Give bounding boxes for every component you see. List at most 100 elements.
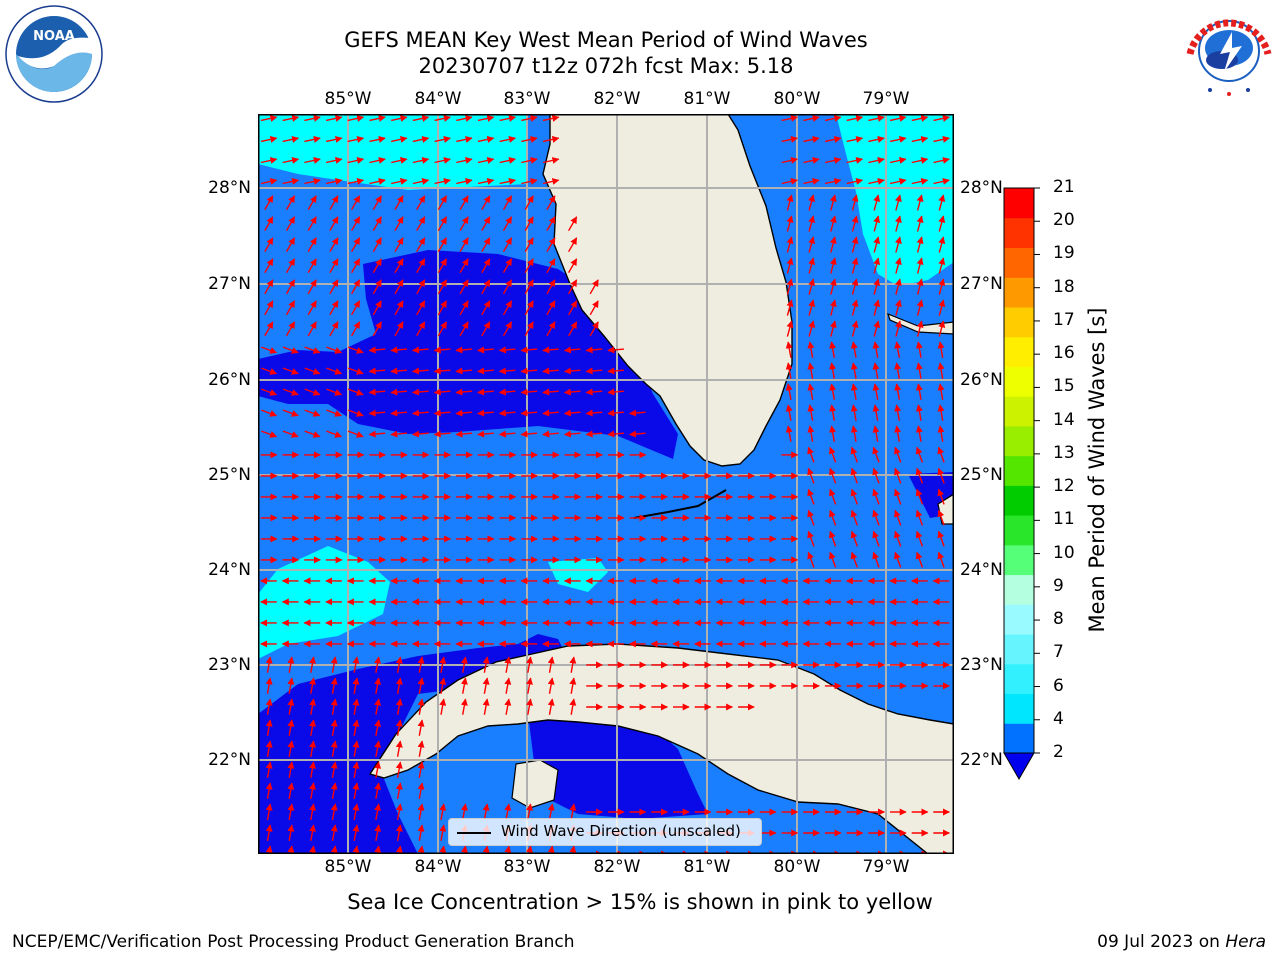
wave-direction-arrow: [916, 236, 924, 253]
wave-direction-arrow: [872, 467, 880, 484]
nws-logo-icon: [1183, 5, 1275, 97]
wave-direction-arrow: [868, 135, 885, 143]
wave-direction-arrow: [412, 430, 429, 438]
wave-direction-arrow: [369, 135, 386, 143]
colorbar-tick-label: 13: [1053, 442, 1075, 463]
wave-direction-arrow: [282, 178, 300, 185]
wave-direction-arrow: [265, 803, 273, 821]
wave-direction-arrow: [521, 135, 538, 143]
wave-direction-arrow: [828, 530, 837, 547]
wave-direction-arrow: [894, 425, 902, 442]
wave-direction-arrow: [307, 195, 317, 211]
wave-direction-arrow: [264, 279, 274, 295]
wave-direction-arrow: [372, 321, 382, 337]
wave-direction-arrow: [417, 698, 425, 715]
wave-direction-arrow: [851, 257, 859, 274]
wave-direction-arrow: [264, 195, 274, 211]
wave-direction-arrow: [412, 388, 429, 396]
wave-direction-arrow: [524, 258, 534, 274]
lat-label-left: 23°N: [208, 655, 251, 675]
wave-direction-arrow: [477, 346, 494, 354]
wave-direction-arrow: [808, 236, 816, 253]
wave-direction-arrow: [808, 194, 816, 211]
wave-direction-arrow: [309, 698, 316, 715]
legend-label: Wind Wave Direction (unscaled): [501, 822, 741, 840]
wave-direction-arrow: [542, 157, 560, 164]
wave-direction-arrow: [330, 761, 338, 779]
wave-direction-arrow: [309, 740, 316, 757]
wave-direction-arrow: [807, 446, 815, 463]
wave-direction-arrow: [330, 782, 338, 800]
colorbar-swatch: [1004, 604, 1034, 635]
wave-direction-arrow: [872, 509, 880, 526]
wave-direction-arrow: [325, 114, 343, 122]
wave-direction-arrow: [417, 803, 425, 821]
lon-label-bottom: 83°W: [503, 857, 551, 877]
wave-direction-arrow: [330, 677, 338, 694]
wave-direction-arrow: [872, 551, 880, 568]
wave-direction-arrow: [325, 157, 343, 164]
wave-direction-arrow: [390, 409, 408, 417]
wave-direction-arrow: [265, 677, 273, 694]
wave-direction-arrow: [287, 656, 295, 673]
wave-direction-arrow: [395, 719, 403, 736]
wave-direction-arrow: [394, 321, 404, 337]
wave-direction-arrow: [372, 216, 382, 232]
wave-direction-arrow: [282, 157, 300, 164]
wave-direction-arrow: [352, 782, 360, 800]
wave-direction-arrow: [542, 178, 560, 185]
wave-direction-arrow: [629, 409, 646, 417]
sea-ice-note: Sea Ice Concentration > 15% is shown in …: [347, 890, 933, 914]
wave-direction-arrow: [524, 321, 534, 337]
wave-direction-arrow: [567, 321, 578, 337]
colorbar-tick-label: 12: [1053, 476, 1075, 497]
wave-direction-arrow: [542, 388, 559, 396]
wave-direction-arrow: [416, 300, 426, 316]
wave-direction-arrow: [850, 404, 858, 421]
wave-direction-arrow: [851, 236, 859, 253]
wave-direction-arrow: [460, 845, 468, 854]
wave-direction-arrow: [374, 782, 382, 800]
wave-direction-arrow: [781, 135, 798, 143]
wave-direction-arrow: [477, 135, 495, 143]
wave-direction-arrow: [828, 509, 837, 526]
wave-direction-arrow: [265, 656, 273, 673]
wave-direction-arrow: [785, 425, 793, 442]
lon-label-bottom: 85°W: [324, 857, 372, 877]
colorbar-tick-label: 19: [1053, 243, 1075, 264]
wave-direction-arrow: [894, 551, 902, 568]
wave-direction-arrow: [394, 300, 404, 316]
lat-label-right: 22°N: [960, 750, 1003, 770]
graticule: [258, 114, 954, 854]
wave-direction-arrow: [369, 178, 386, 185]
wave-direction-arrow: [851, 299, 859, 316]
wave-direction-arrow: [498, 367, 516, 375]
wave-direction-arrow: [372, 279, 382, 295]
wave-direction-arrow: [938, 257, 946, 274]
lon-label-top: 84°W: [414, 89, 462, 109]
wave-direction-arrow: [916, 215, 924, 232]
wave-direction-arrow: [585, 367, 603, 375]
wave-direction-arrow: [546, 300, 556, 316]
lat-label-right: 27°N: [960, 274, 1003, 294]
wave-direction-arrow: [374, 677, 382, 694]
lon-label-top: 79°W: [862, 89, 910, 109]
wave-direction-arrow: [282, 114, 300, 122]
wave-direction-arrow: [824, 135, 842, 143]
wave-direction-arrow: [347, 367, 364, 375]
wave-direction-arrow: [829, 425, 837, 442]
wave-direction-arrow: [285, 279, 296, 295]
wave-direction-arrow: [459, 279, 469, 295]
wave-direction-arrow: [824, 157, 842, 164]
wave-direction-arrow: [499, 178, 516, 185]
wave-direction-arrow: [285, 216, 296, 232]
wave-direction-arrow: [828, 446, 837, 463]
wave-direction-arrow: [390, 367, 408, 375]
wave-direction-arrow: [542, 409, 559, 417]
wave-direction-arrow: [937, 551, 945, 568]
wave-direction-arrow: [439, 803, 447, 821]
wave-direction-arrow: [889, 178, 907, 185]
lon-label-bottom: 84°W: [414, 857, 462, 877]
wave-direction-arrow: [481, 279, 491, 295]
wave-direction-arrow: [873, 320, 881, 337]
